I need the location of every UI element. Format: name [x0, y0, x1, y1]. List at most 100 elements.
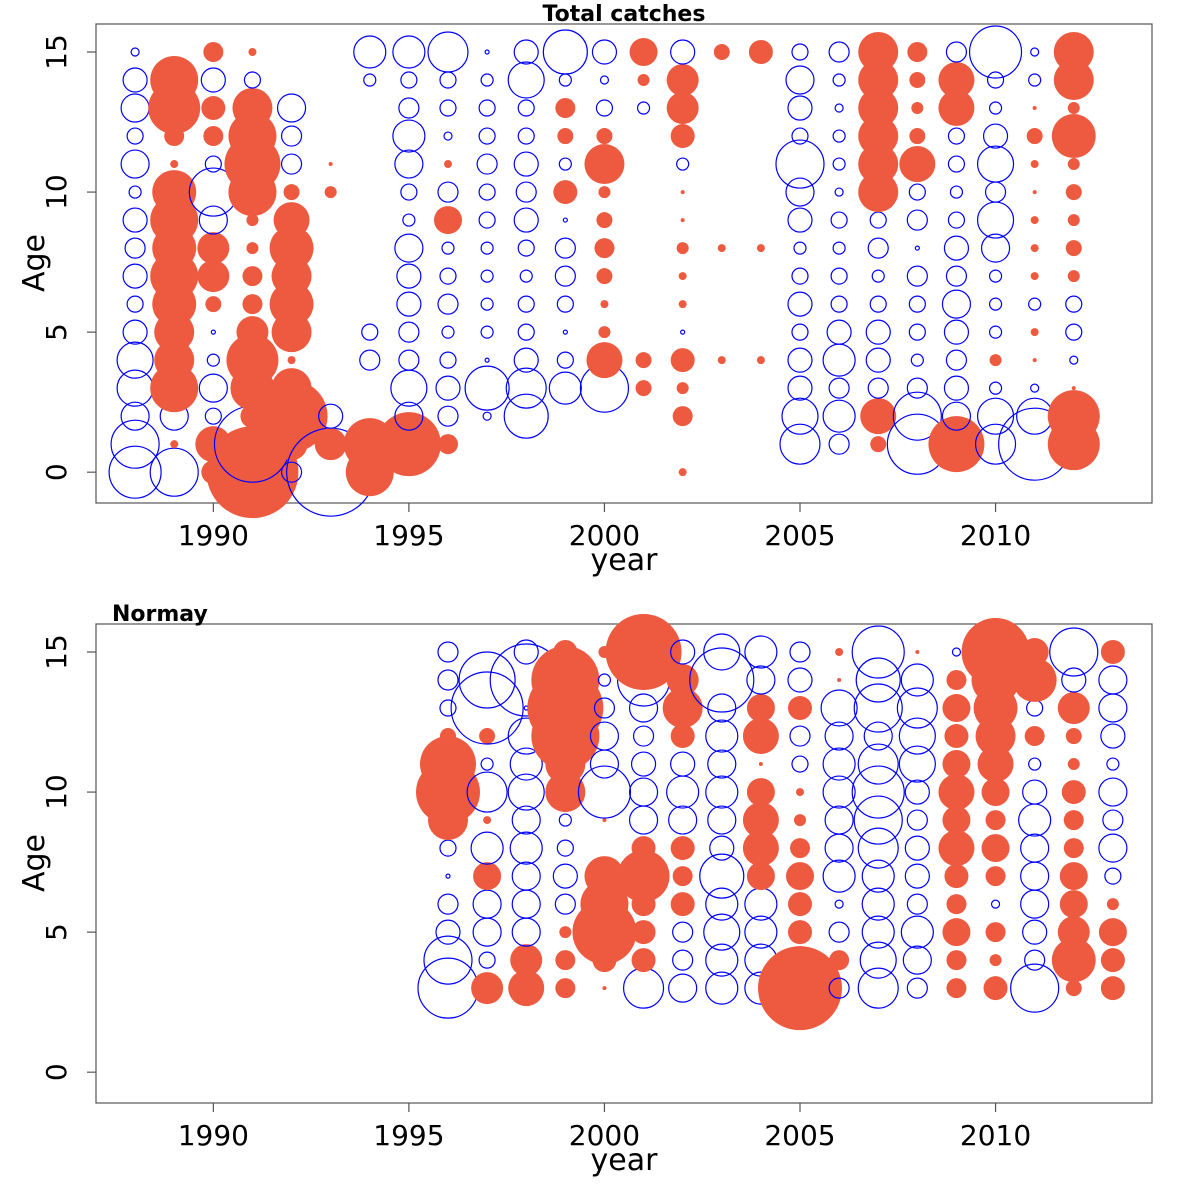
- bubble-negative: [417, 957, 479, 1019]
- bubble-positive: [283, 184, 300, 201]
- bubble-negative: [554, 237, 576, 259]
- y-tick-label: 10: [40, 774, 73, 810]
- bubble-positive: [205, 296, 222, 313]
- bubble-negative: [439, 267, 457, 285]
- bubble-negative: [900, 663, 934, 697]
- bubble-negative: [855, 657, 901, 703]
- bubble-positive: [328, 162, 333, 167]
- bubble-positive: [637, 74, 650, 87]
- bubble-negative: [832, 73, 846, 87]
- bubble-negative: [851, 765, 905, 819]
- bubble-negative: [480, 325, 494, 339]
- bubble-positive: [1067, 214, 1080, 227]
- bubble-negative: [443, 131, 453, 141]
- bubble-positive: [746, 778, 775, 807]
- bubble-negative: [636, 101, 651, 115]
- bubble-positive: [981, 778, 1010, 807]
- bubble-negative: [1020, 861, 1050, 891]
- bubble-positive: [201, 96, 226, 121]
- x-tick-label: 2005: [764, 519, 835, 552]
- bubble-positive: [596, 212, 613, 229]
- bubble-negative: [744, 635, 778, 669]
- panel-total-catches: Total catches year Age 1990 1995 2000 2005 2…: [17, 2, 1153, 578]
- bubble-negative: [554, 265, 576, 287]
- bubble-negative: [699, 853, 745, 899]
- bubble-negative: [622, 967, 665, 1009]
- bubble-negative: [484, 357, 490, 363]
- bubble-positive: [666, 64, 699, 97]
- bubble-negative: [558, 73, 572, 87]
- bubble-negative: [834, 187, 844, 197]
- bubble-negative: [439, 839, 457, 857]
- bubble-positive: [1026, 128, 1043, 145]
- bubble-negative: [1018, 803, 1052, 837]
- bubble-negative: [513, 639, 539, 665]
- bubble-negative: [822, 775, 856, 809]
- bubble-positive: [977, 746, 1014, 783]
- bubble-negative: [392, 119, 426, 153]
- bubble-negative: [318, 403, 344, 429]
- bubble-negative: [834, 899, 844, 909]
- bubble-negative: [1028, 297, 1042, 311]
- bubble-negative: [865, 319, 891, 345]
- bubble-positive: [586, 342, 623, 379]
- bubble-positive: [203, 126, 224, 147]
- bubble-negative: [556, 839, 574, 857]
- bubble-positive: [756, 244, 765, 253]
- bubble-negative: [398, 321, 420, 343]
- bubble-positive: [206, 426, 299, 519]
- bubble-negative: [853, 795, 903, 845]
- bubble-negative: [908, 323, 926, 341]
- bubble-positive: [324, 186, 337, 199]
- x-axis-label: year: [591, 543, 659, 578]
- bubble-positive: [717, 356, 726, 365]
- bubble-negative: [472, 917, 502, 947]
- y-tick-label: 0: [40, 463, 73, 481]
- bubble-negative: [941, 289, 972, 319]
- bubble-positive: [1100, 640, 1125, 665]
- bubble-positive: [666, 664, 699, 697]
- bubble-positive: [746, 862, 775, 891]
- bubble-positive: [989, 354, 1002, 367]
- bubble-negative: [832, 157, 846, 171]
- bubble-positive: [942, 750, 971, 779]
- bubble-negative: [828, 977, 850, 999]
- bubble-negative: [591, 39, 618, 65]
- bubble-negative: [906, 893, 928, 915]
- bubble-negative: [437, 293, 459, 315]
- bubble-negative: [124, 237, 146, 259]
- bubble-negative: [867, 237, 889, 259]
- bubble-negative: [785, 177, 815, 207]
- bubble-positive: [1024, 726, 1045, 747]
- bubble-positive: [1065, 240, 1082, 257]
- bubble-negative: [120, 149, 150, 179]
- bubble-positive: [197, 232, 230, 265]
- bubble-positive: [629, 38, 658, 67]
- bubble-negative: [861, 915, 895, 949]
- bubble-positive: [858, 60, 899, 101]
- bubble-negative: [988, 269, 1003, 283]
- bubble-positive: [1059, 890, 1088, 919]
- bubble-negative: [791, 755, 809, 773]
- bubble-positive: [742, 718, 779, 755]
- bubble-negative: [435, 919, 461, 945]
- bubble-negative: [900, 915, 934, 949]
- bubble-positive: [1051, 114, 1096, 159]
- y-tick-label: 5: [40, 323, 73, 341]
- bubble-positive: [471, 972, 504, 1005]
- bubble-negative: [400, 183, 418, 201]
- y-axis-label: Age: [17, 234, 52, 292]
- bubble-negative: [822, 747, 856, 781]
- bubble-negative: [910, 353, 924, 367]
- bubble-negative: [589, 721, 620, 751]
- bubble-negative: [668, 973, 698, 1003]
- bubble-negative: [441, 325, 455, 339]
- y-tick-label: 5: [40, 923, 73, 941]
- bubble-negative: [458, 651, 516, 709]
- bubble-negative: [793, 241, 807, 255]
- bubble-negative: [361, 323, 379, 341]
- bubble-negative: [394, 149, 424, 179]
- bubble-negative: [822, 859, 856, 893]
- bubble-negative: [705, 943, 739, 977]
- bubble-negative: [472, 889, 502, 919]
